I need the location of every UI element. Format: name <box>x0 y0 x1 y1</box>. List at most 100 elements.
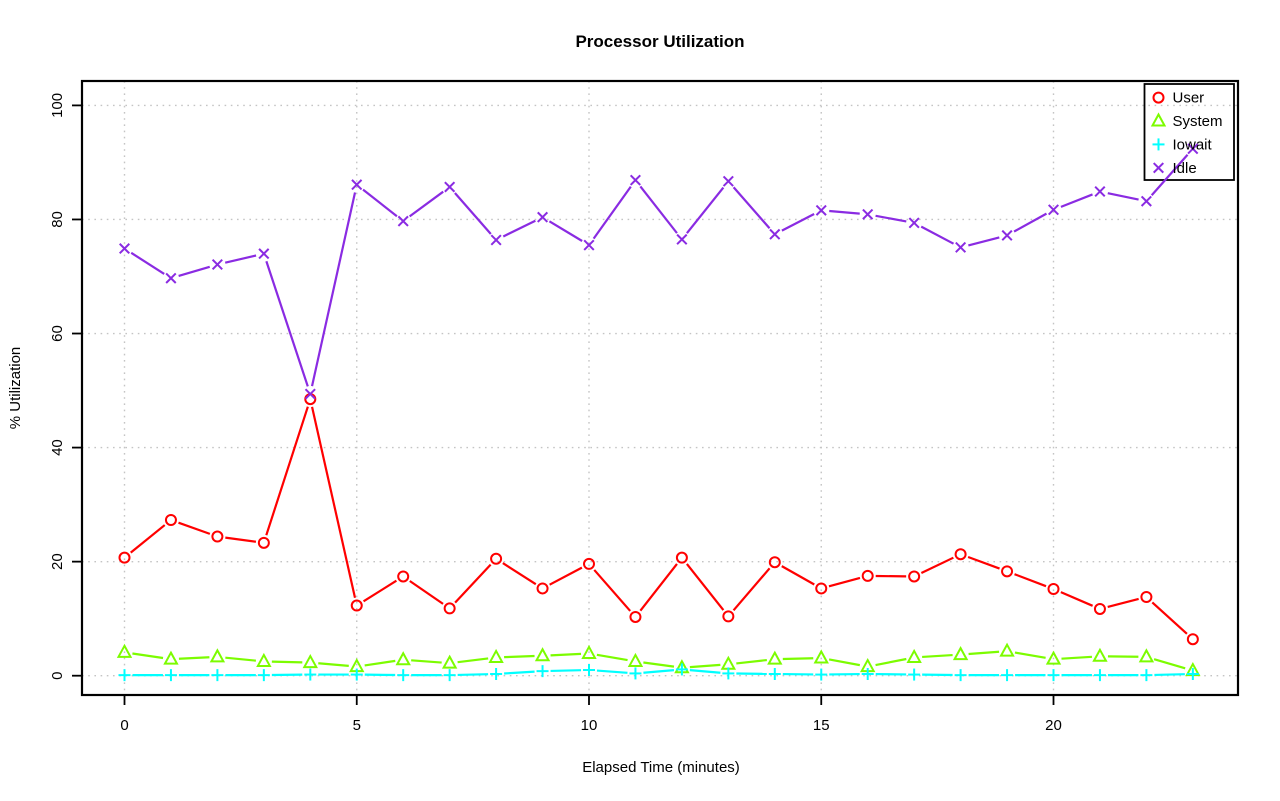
marker-circle <box>815 582 828 595</box>
marker-circle <box>954 548 967 561</box>
y-tick-label: 80 <box>49 211 66 228</box>
data-point <box>720 655 737 670</box>
data-point <box>954 548 967 561</box>
data-point <box>163 650 179 665</box>
data-point <box>534 647 551 662</box>
marker-triangle <box>720 655 737 670</box>
marker-triangle <box>534 647 551 662</box>
legend-label-idle: Idle <box>1173 160 1197 177</box>
series-segment <box>1061 655 1093 660</box>
data-point <box>815 204 827 216</box>
x-axis-label: Elapsed Time (minutes) <box>582 759 740 776</box>
data-point <box>1140 590 1153 603</box>
data-point <box>304 668 317 681</box>
legend: User System Iowait Idle <box>1150 90 1223 177</box>
series-segment <box>1151 601 1188 635</box>
series-segment <box>409 580 444 605</box>
data-point <box>257 536 270 549</box>
series-segment <box>922 653 953 659</box>
marker-x-2 <box>1001 229 1013 241</box>
y-tick-label: 40 <box>49 439 66 456</box>
data-point <box>1186 633 1199 646</box>
axes: 0 5 10 15 20 0 20 40 60 80 100 <box>49 79 1240 734</box>
marker-circle <box>1140 590 1153 603</box>
legend-label-system: System <box>1173 113 1223 130</box>
marker-triangle <box>209 648 226 663</box>
data-point <box>583 557 595 570</box>
data-point <box>675 551 688 564</box>
marker-triangle <box>1092 647 1108 662</box>
marker-x-2 <box>258 248 270 260</box>
marker-triangle <box>488 648 504 663</box>
series-segment <box>265 406 309 536</box>
data-point <box>955 241 967 253</box>
y-tick-label: 0 <box>49 672 66 680</box>
data-point <box>350 599 363 612</box>
marker-circle <box>675 551 688 564</box>
data-point <box>629 610 642 623</box>
series-segment <box>1014 651 1046 659</box>
series-segment <box>364 659 396 667</box>
data-point <box>676 233 688 245</box>
x-tick-label: 10 <box>581 717 598 734</box>
data-point <box>1092 647 1108 662</box>
series-segment <box>130 251 165 275</box>
series-user <box>118 393 1199 646</box>
legend-label-iowait: Iowait <box>1173 136 1213 153</box>
marker-x-2 <box>118 243 131 255</box>
data-point <box>768 556 781 569</box>
data-point <box>908 570 921 583</box>
marker-triangle <box>116 643 133 658</box>
marker-triangle <box>395 651 411 666</box>
marker-x-2 <box>1187 143 1199 155</box>
series-segment <box>454 192 492 235</box>
data-point <box>999 642 1015 657</box>
series-segment <box>362 579 398 603</box>
series-segment <box>1013 212 1048 233</box>
data-point <box>116 643 133 658</box>
series-segment <box>782 657 814 661</box>
marker-x-2 <box>1094 186 1106 198</box>
marker-triangle <box>256 652 272 667</box>
data-point <box>908 668 921 681</box>
marker-x-2 <box>1047 204 1060 216</box>
data-point <box>629 174 641 186</box>
marker-x-2 <box>490 234 502 246</box>
data-point <box>722 175 734 187</box>
marker-triangle <box>952 646 969 661</box>
series-segment <box>457 657 489 664</box>
series-segment <box>781 565 815 586</box>
y-tick-label: 20 <box>49 553 66 570</box>
data-point <box>165 272 177 284</box>
data-point <box>1045 650 1062 665</box>
y-tick-label: 100 <box>49 93 66 118</box>
series-segment <box>178 521 211 535</box>
data-point <box>256 652 272 667</box>
data-point <box>258 248 270 260</box>
chart-title: Processor Utilization <box>575 32 744 51</box>
marker-x-2 <box>211 259 223 271</box>
marker-circle <box>1186 633 1199 646</box>
marker-x-2 <box>351 179 363 191</box>
legend-box <box>1143 83 1235 181</box>
marker-circle <box>397 570 410 583</box>
data-point <box>397 215 409 227</box>
marker-triangle <box>441 654 458 669</box>
data-point <box>1001 565 1014 578</box>
marker-circle <box>908 570 921 583</box>
marker-circle <box>443 602 456 615</box>
data-point <box>1186 667 1199 680</box>
series-segment <box>920 225 955 245</box>
marker-triangle <box>581 644 597 659</box>
data-point <box>581 644 597 659</box>
data-point <box>769 228 781 240</box>
legend-marker-system <box>1150 112 1167 127</box>
marker-x-2 <box>955 241 967 253</box>
series-segment <box>411 659 442 664</box>
data-point <box>118 551 131 564</box>
marker-circle <box>257 536 270 549</box>
data-point <box>583 239 595 251</box>
series-segment <box>736 658 767 665</box>
series-segment <box>781 213 815 232</box>
series-segment <box>132 652 164 660</box>
